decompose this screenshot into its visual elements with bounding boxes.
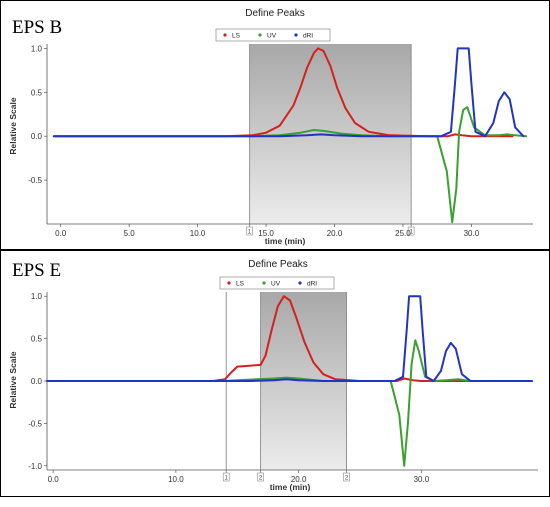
- series-line-ls: [46, 295, 533, 382]
- legend-label-uv: UV: [267, 33, 277, 40]
- y-axis-title: Relative Scale: [8, 97, 18, 154]
- chart-title: Define Peaks: [248, 259, 307, 270]
- peak-marker-label: 1: [409, 229, 413, 236]
- x-axis-title: time (min): [270, 482, 311, 492]
- peak-marker-label: 2: [259, 475, 263, 482]
- legend-swatch-ls: [223, 33, 227, 37]
- panel-label: EPS B: [12, 17, 62, 38]
- x-tick-label: 25.0: [395, 229, 411, 238]
- peak-marker-box: [407, 226, 415, 236]
- y-tick-label: 0.0: [31, 132, 43, 141]
- y-tick-label: 0.5: [31, 335, 43, 344]
- x-tick-label: 10.0: [168, 475, 184, 484]
- y-axis-title: Relative Scale: [8, 351, 18, 408]
- y-tick-label: -1.0: [28, 462, 42, 471]
- x-tick-label: 20.0: [327, 229, 343, 238]
- x-axis-title: time (min): [265, 236, 306, 246]
- legend-box: [219, 276, 335, 290]
- x-tick-label: 5.0: [124, 229, 136, 238]
- peak-marker-box: [246, 226, 253, 236]
- y-tick-label: -0.5: [28, 176, 42, 185]
- series-line-ls: [52, 47, 514, 138]
- series-line-dri: [46, 295, 533, 382]
- y-tick-label: 1.0: [31, 44, 43, 53]
- x-tick-label: 0.0: [55, 229, 67, 238]
- panel-eps-e: EPS E Define Peaks LS UV dRI 1 2 2 -1.0 -0.5…: [0, 250, 550, 497]
- x-tick-label: 20.0: [291, 475, 307, 484]
- y-tick-label: -0.5: [28, 419, 42, 428]
- legend-label-uv: UV: [271, 281, 281, 288]
- x-tick-label: 30.0: [414, 475, 430, 484]
- x-tick-label: 15.0: [258, 229, 274, 238]
- legend-swatch-uv: [262, 281, 266, 285]
- legend-swatch-uv: [258, 33, 262, 37]
- series-line-dri: [52, 47, 525, 138]
- plot-area: 1 2 2 -1.0 -0.5 0.0 0.5 1.0 0.0 10.0 20.0 30.0: [28, 292, 538, 484]
- series-line-uv: [52, 106, 528, 224]
- peak-marker-box: [257, 472, 264, 482]
- x-tick-label: 30.0: [464, 229, 480, 238]
- peak-marker-label: 1: [224, 475, 228, 482]
- peak-marker-label: 1: [248, 229, 252, 236]
- series-line-uv: [46, 339, 533, 467]
- legend-swatch-ls: [227, 281, 231, 285]
- legend-box: [215, 28, 331, 42]
- legend: LS UV dRI: [219, 276, 335, 290]
- x-tick-label: 0.0: [48, 475, 60, 484]
- plot-area: 1 1 -0.5 0.0 0.5 1.0 0.0 5.0 10.0 15.0 20.0 25.0 30.…: [28, 44, 533, 238]
- legend-label-dri: dRI: [307, 281, 317, 288]
- x-tick-label: 10.0: [190, 229, 206, 238]
- legend-label-ls: LS: [236, 281, 245, 288]
- panel-label: EPS E: [12, 260, 61, 281]
- peak-marker-box: [343, 472, 350, 482]
- legend-label-ls: LS: [232, 33, 241, 40]
- legend-swatch-dri: [294, 33, 298, 37]
- peak-marker-label: 2: [345, 475, 349, 482]
- y-tick-label: 1.0: [31, 292, 43, 301]
- y-tick-label: 0.0: [31, 377, 43, 386]
- legend: LS UV dRI: [215, 28, 331, 42]
- panel-eps-b: EPS B Define Peaks LS UV dRI 1 1 -0.5 0.0 0.…: [0, 0, 550, 250]
- y-tick-label: 0.5: [31, 88, 43, 97]
- legend-swatch-dri: [298, 281, 302, 285]
- chart-title: Define Peaks: [245, 8, 304, 19]
- legend-label-dri: dRI: [303, 33, 313, 40]
- peak-marker-box: [222, 472, 230, 482]
